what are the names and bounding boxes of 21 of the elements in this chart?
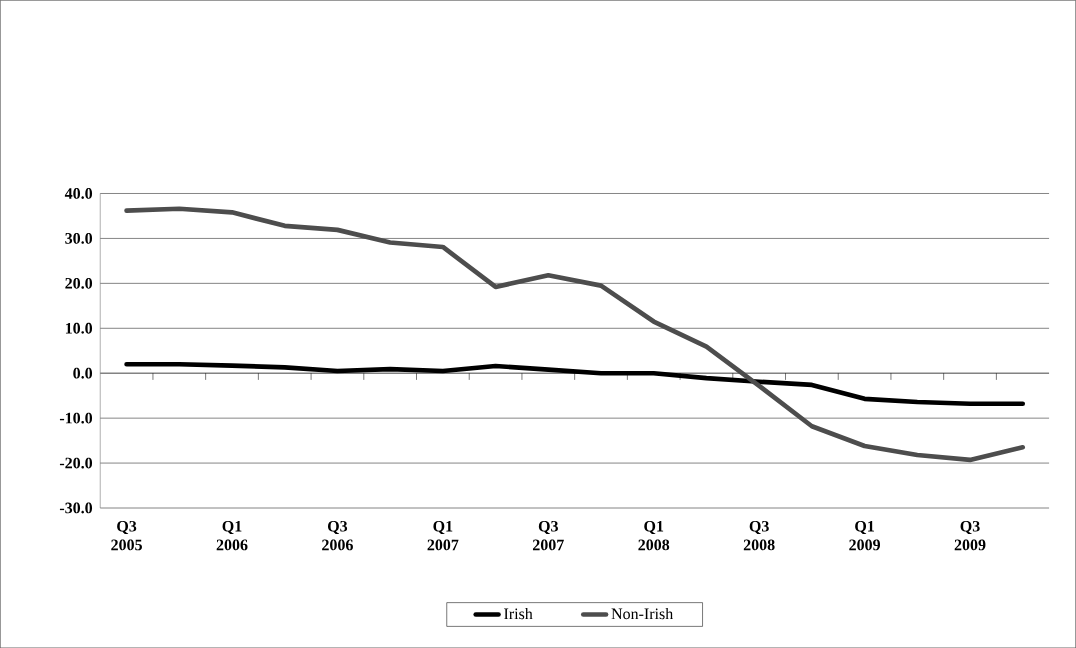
legend-label: Non-Irish xyxy=(611,607,674,620)
line-series xyxy=(124,206,1026,463)
line-series xyxy=(124,361,1026,407)
y-tick-label: -10.0 xyxy=(59,412,93,424)
legend-label: Irish xyxy=(504,607,533,620)
x-tick-label: Q1 2006 xyxy=(216,520,248,551)
x-tick-label: Q1 2007 xyxy=(427,520,459,551)
x-tick-label: Q3 2006 xyxy=(322,520,353,551)
y-tick-label: 10.0 xyxy=(65,322,93,334)
y-tick-label: -20.0 xyxy=(59,457,93,469)
x-tick-label: Q3 2005 xyxy=(111,520,142,551)
x-tick-label: Q1 2008 xyxy=(638,520,670,551)
x-tick-label: Q3 2008 xyxy=(743,520,775,551)
y-tick-label: -30.0 xyxy=(59,502,93,514)
y-tick-label: 0.0 xyxy=(73,367,93,379)
x-tick-label: Q1 2009 xyxy=(849,520,880,551)
x-tick-label: Q3 2007 xyxy=(532,520,564,551)
x-tick-label: Q3 2009 xyxy=(954,520,986,551)
y-tick-label: 30.0 xyxy=(65,232,93,244)
y-tick-label: 40.0 xyxy=(64,187,93,199)
y-tick-label: 20.0 xyxy=(65,277,93,289)
